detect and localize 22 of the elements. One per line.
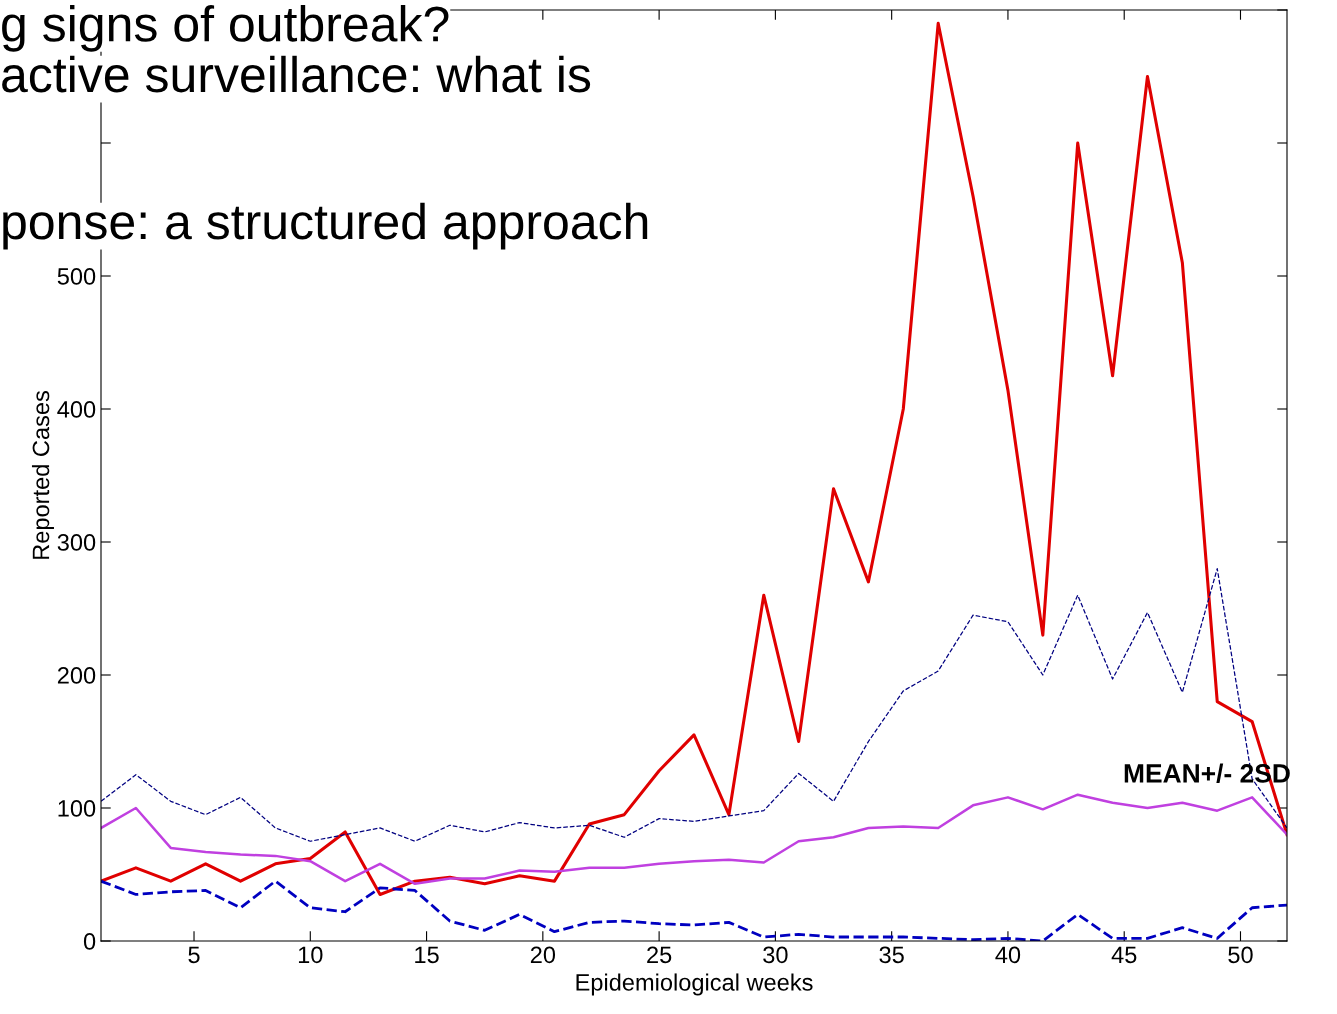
- x-tick-label: 15: [415, 946, 439, 964]
- annotation: active surveillance: what is: [2, 55, 591, 93]
- annotation: g signs of outbreak?: [2, 5, 449, 52]
- x-tick-label: 45: [1111, 946, 1137, 964]
- y-tick-label: 200: [57, 667, 96, 684]
- line-series: [101, 793, 1287, 886]
- x-tick-label: 40: [995, 946, 1021, 964]
- x-tick-label: 50: [1228, 946, 1253, 964]
- y-axis-title: Reported Cases: [31, 391, 54, 559]
- x-axis-title: Epidemiological weeks: [576, 973, 813, 996]
- x-tick-label: 10: [298, 946, 323, 964]
- y-tick-label: 300: [57, 534, 96, 551]
- y-tick-label: 500: [57, 268, 96, 285]
- x-tick-label: 25: [647, 946, 672, 964]
- x-tick-label: 30: [763, 946, 788, 964]
- y-tick-label: 400: [57, 401, 96, 418]
- annotation: ponse: a structured approach: [3, 202, 648, 250]
- y-tick-label: 0: [83, 933, 96, 950]
- y-tick-label: 100: [58, 800, 96, 817]
- x-tick-label: 20: [530, 946, 556, 964]
- x-tick-label: 5: [188, 946, 200, 964]
- x-tick-label: 35: [879, 946, 904, 964]
